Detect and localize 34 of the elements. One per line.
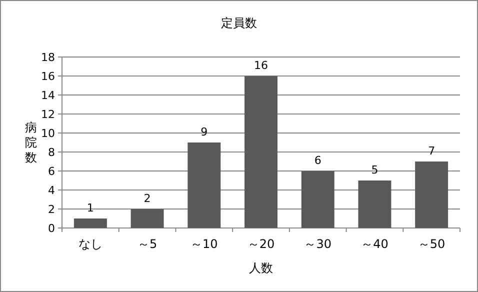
data-label: 6 — [314, 154, 322, 167]
y-axis-title: 病院数 — [25, 120, 37, 164]
data-label: 1 — [86, 202, 94, 214]
x-tick-label: ～5 — [137, 237, 158, 251]
data-label: 2 — [144, 192, 151, 205]
y-tick-label: 14 — [41, 89, 55, 102]
x-tick-label: ～20 — [247, 237, 275, 251]
bar — [301, 171, 334, 228]
y-tick-label: 4 — [48, 184, 55, 197]
data-label: 5 — [371, 164, 378, 176]
x-tick-label: ～30 — [304, 237, 332, 251]
y-tick-label: 18 — [41, 51, 55, 64]
bar — [415, 162, 448, 228]
bar — [244, 76, 278, 228]
bar — [130, 209, 164, 228]
chart-title: 定員数 — [221, 16, 257, 30]
y-tick-label: 8 — [48, 146, 55, 159]
bar — [74, 218, 107, 228]
y-tick-label: 6 — [48, 165, 55, 178]
x-tick-label: ～50 — [418, 237, 446, 251]
y-tick-label: 0 — [48, 222, 55, 235]
bar — [188, 142, 221, 228]
y-tick-label: 10 — [41, 127, 55, 140]
x-tick-label: ～40 — [361, 237, 388, 251]
x-tick-label: ～10 — [190, 237, 218, 251]
data-label: 9 — [200, 126, 208, 138]
data-label: 16 — [254, 59, 268, 72]
bar — [358, 180, 392, 228]
data-label: 7 — [428, 144, 436, 158]
x-tick-label: なし — [78, 237, 102, 251]
y-tick-label: 12 — [41, 108, 55, 121]
x-axis-title: 人数 — [249, 261, 273, 275]
y-tick-label: 2 — [48, 203, 55, 216]
y-tick-label: 16 — [41, 70, 55, 83]
